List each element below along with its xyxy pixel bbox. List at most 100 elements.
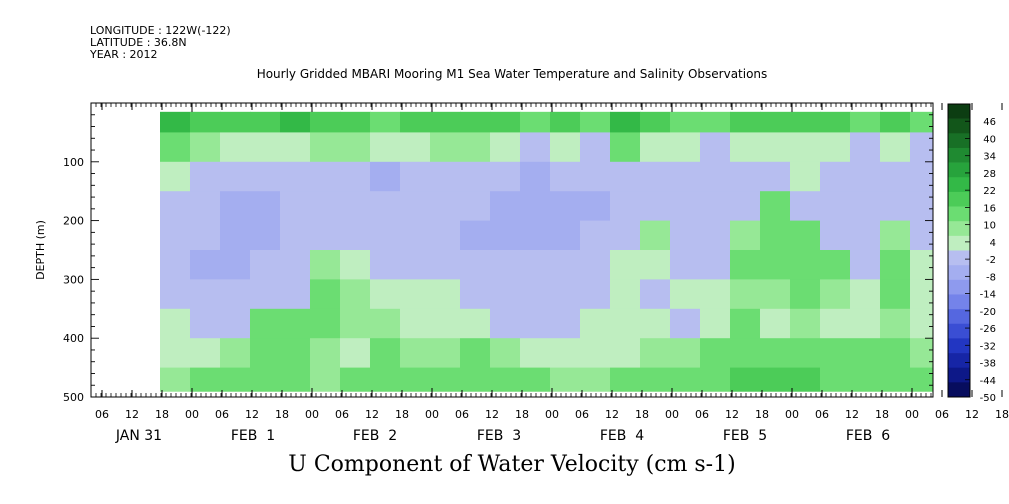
- heatmap-cell: [730, 279, 761, 310]
- heatmap-cell: [640, 161, 671, 192]
- y-tick-label: 300: [63, 273, 84, 286]
- heatmap-cell: [640, 220, 671, 251]
- heatmap-cell: [820, 191, 851, 222]
- heatmap-cell: [850, 111, 881, 133]
- y-axis-label: DEPTH (m): [34, 220, 47, 280]
- heatmap-cell: [790, 250, 821, 280]
- colorbar-swatch: [948, 104, 970, 119]
- heatmap-cell: [790, 279, 821, 310]
- plot-frame: [90, 102, 934, 398]
- heatmap-cell: [640, 308, 671, 339]
- heatmap-cell: [700, 367, 731, 392]
- heatmap-cell: [280, 132, 311, 163]
- heatmap-cell: [640, 132, 671, 163]
- x-day-label: FEB 5: [723, 428, 767, 444]
- heatmap-cell: [730, 111, 761, 133]
- heatmap-cell: [700, 132, 731, 163]
- heatmap-cell: [370, 367, 401, 392]
- colorbar-swatch: [948, 309, 970, 325]
- year-label: YEAR : 2012: [90, 48, 158, 61]
- heatmap-cell: [610, 367, 641, 392]
- heatmap-cell: [730, 367, 761, 392]
- x-day-label: JAN 31: [115, 428, 162, 444]
- colorbar-label: -44: [980, 376, 996, 387]
- heatmap-cell: [610, 279, 641, 310]
- heatmap-cell: [340, 161, 371, 192]
- heatmap-cell: [730, 220, 761, 251]
- heatmap-cell: [280, 367, 311, 392]
- heatmap-cell: [640, 279, 671, 310]
- heatmap-cell: [340, 220, 371, 251]
- y-tick-label: 400: [63, 332, 84, 345]
- heatmap-cell: [190, 111, 221, 133]
- colorbar-label: 22: [983, 186, 996, 197]
- heatmap-cell: [760, 132, 791, 163]
- heatmap-cell: [430, 161, 461, 192]
- heatmap-cell: [430, 279, 461, 310]
- heatmap-cell: [340, 308, 371, 339]
- heatmap-cell: [310, 161, 341, 192]
- heatmap-cell: [340, 367, 371, 392]
- heatmap-cell: [580, 367, 611, 392]
- heatmap-cell: [850, 220, 881, 251]
- heatmap-cell: [580, 220, 611, 251]
- colorbar-label: 34: [983, 152, 996, 163]
- heatmap-cell: [340, 279, 371, 310]
- heatmap-cell: [670, 111, 701, 133]
- heatmap-cell: [280, 338, 311, 369]
- heatmap-cell: [760, 111, 791, 133]
- heatmap-cell: [280, 111, 311, 133]
- heatmap-cell: [220, 250, 251, 280]
- axes: 06 12 18 00 06 12 18 00 06 12 18 00 06 12 18 00 06 12 18 00…: [63, 103, 1009, 444]
- heatmap-cell: [610, 338, 641, 369]
- heatmap-cell: [430, 220, 461, 251]
- heatmap-cell: [760, 279, 791, 310]
- heatmap-cell: [340, 338, 371, 369]
- heatmap-cell: [190, 250, 221, 280]
- heatmap-cell: [850, 250, 881, 280]
- heatmap-cell: [370, 250, 401, 280]
- heatmap-cell: [250, 308, 281, 339]
- heatmap-cell: [520, 111, 551, 133]
- colorbar-label: -14: [980, 290, 996, 301]
- heatmap-cell: [910, 111, 933, 133]
- heatmap-cell: [700, 250, 731, 280]
- heatmap-cell: [880, 161, 911, 192]
- heatmap-cell: [550, 220, 581, 251]
- heatmap-cell: [790, 308, 821, 339]
- colorbar-label: 28: [983, 169, 996, 180]
- heatmap-cell: [730, 161, 761, 192]
- heatmap-cell: [910, 367, 933, 392]
- heatmap-cell: [400, 367, 431, 392]
- colorbar-swatch: [948, 191, 970, 207]
- heatmap-cell: [580, 250, 611, 280]
- heatmap-cell: [730, 308, 761, 339]
- heatmap-cell: [460, 132, 491, 163]
- heatmap-cell: [820, 308, 851, 339]
- heatmap-cell: [880, 367, 911, 392]
- heatmap-cell: [730, 132, 761, 163]
- heatmap-cell: [670, 161, 701, 192]
- heatmap-cell: [760, 367, 791, 392]
- heatmap-cell: [670, 338, 701, 369]
- heatmap-cell: [880, 308, 911, 339]
- colorbar-label: -8: [986, 272, 996, 283]
- heatmap-cell: [550, 191, 581, 222]
- heatmap-cell: [520, 220, 551, 251]
- x-hour-label: 18: [635, 408, 649, 421]
- heatmap-cell: [790, 161, 821, 192]
- y-tick-label: 500: [63, 391, 84, 404]
- heatmap-cell: [730, 338, 761, 369]
- heatmap-cell: [880, 279, 911, 310]
- heatmap-cell: [340, 191, 371, 222]
- colorbar-label: -2: [986, 255, 996, 266]
- heatmap-cell: [520, 161, 551, 192]
- colorbar-swatch: [948, 265, 970, 281]
- heatmap-cell: [580, 338, 611, 369]
- heatmap-cell: [220, 279, 251, 310]
- heatmap-cell: [490, 191, 521, 222]
- colorbar-label: -50: [980, 393, 996, 404]
- heatmap-cell: [190, 338, 221, 369]
- colorbar-label: 4: [990, 238, 996, 249]
- heatmap-cell: [370, 161, 401, 192]
